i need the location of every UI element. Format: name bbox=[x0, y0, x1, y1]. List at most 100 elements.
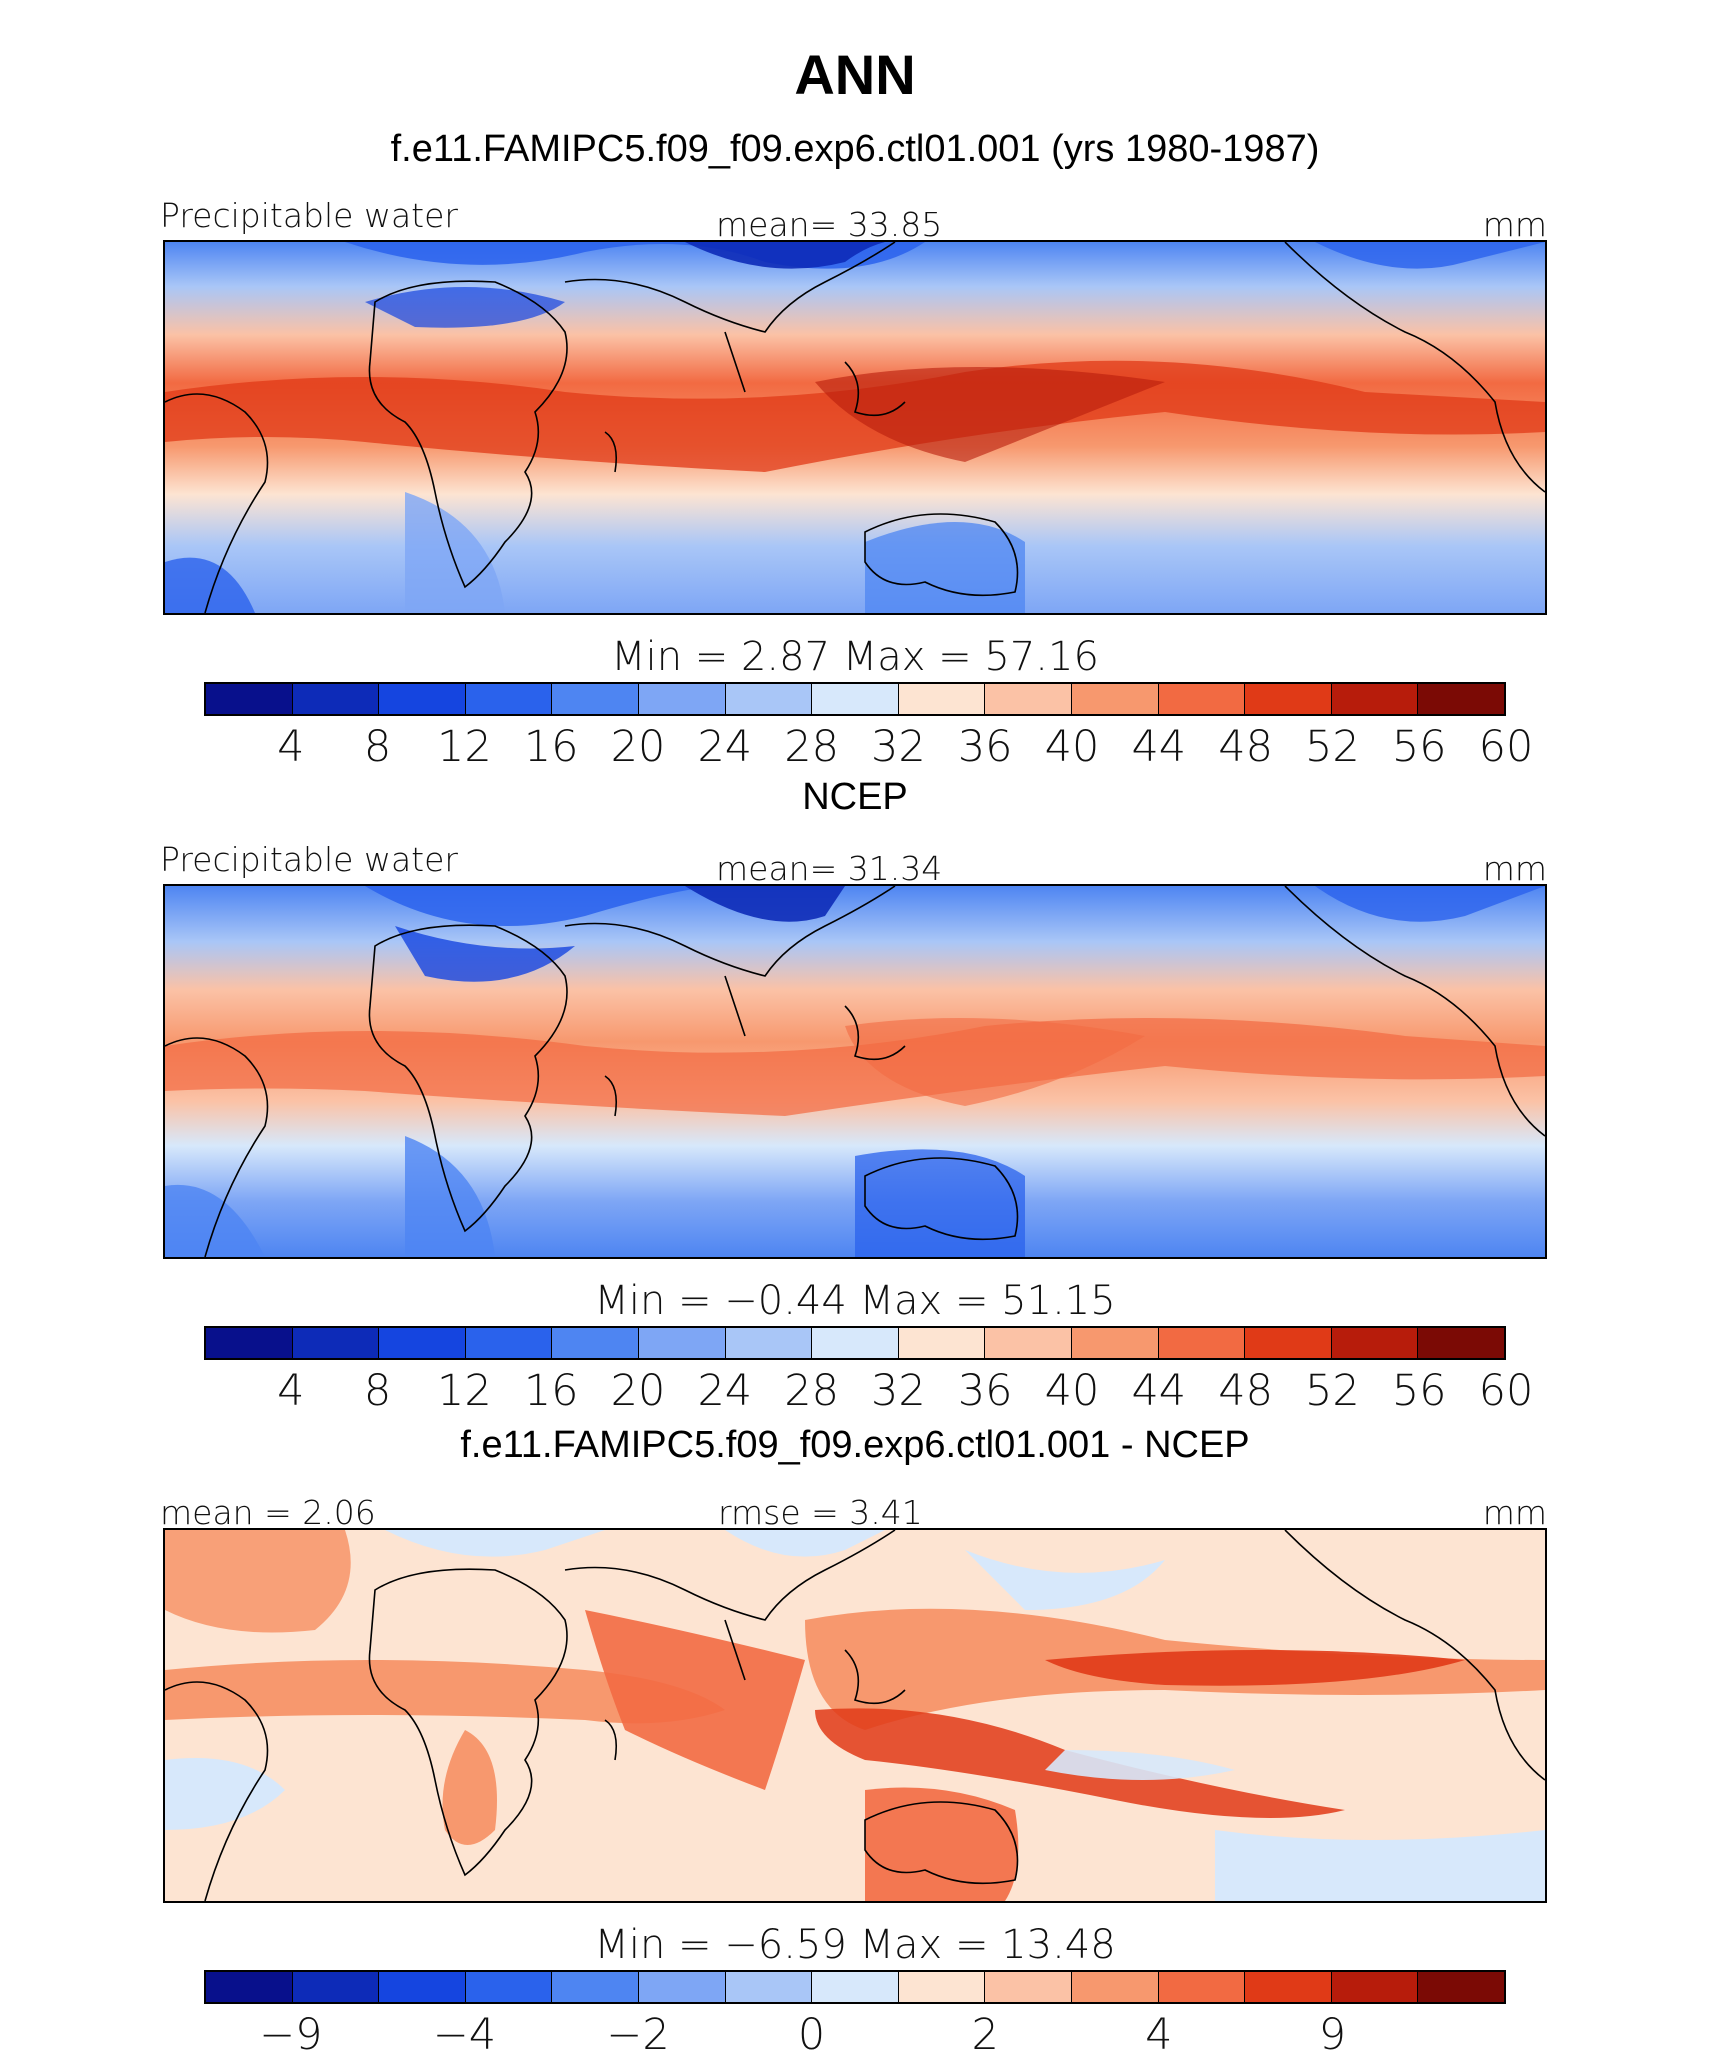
colorbar-cell bbox=[1331, 1328, 1419, 1358]
colorbar-cell bbox=[292, 1328, 380, 1358]
colorbar-tick-label: 20 bbox=[610, 722, 666, 772]
colorbar-cell bbox=[292, 684, 380, 714]
colorbar-tick-label: 0 bbox=[797, 2010, 826, 2060]
colorbar-tick-label: 4 bbox=[1145, 2010, 1173, 2060]
colorbar-tick-label: 12 bbox=[437, 1366, 492, 1416]
panel-2-variable-label: Precipitable water bbox=[160, 840, 458, 879]
colorbar-tick-label: 4 bbox=[277, 722, 305, 772]
panel-2-minmax: Min = −0.44 Max = 51.15 bbox=[594, 1278, 1116, 1324]
panel-1-variable-label: Precipitable water bbox=[160, 196, 458, 235]
panel-1-title: f.e11.FAMIPC5.f09_f09.exp6.ctl01.001 (yr… bbox=[390, 128, 1320, 170]
colorbar-tick-label: −4 bbox=[432, 2010, 497, 2060]
colorbar-cell bbox=[898, 1328, 986, 1358]
colorbar-cell bbox=[638, 1328, 726, 1358]
colorbar-cell bbox=[206, 1972, 293, 2002]
colorbar-cell bbox=[985, 1972, 1072, 2002]
colorbar-tick-label: 8 bbox=[363, 722, 392, 772]
colorbar-cell bbox=[1418, 1972, 1504, 2002]
colorbar-cell bbox=[1245, 1972, 1332, 2002]
colorbar-tick-label: 24 bbox=[697, 1366, 753, 1416]
panel-1-mean-label: mean= 33.85 bbox=[716, 205, 943, 244]
colorbar-cell bbox=[638, 684, 726, 714]
panel-3-rmse-label: rmse = 3.41 bbox=[718, 1493, 923, 1532]
colorbar-cell bbox=[725, 1972, 813, 2002]
colorbar-cell bbox=[1071, 1328, 1159, 1358]
panel-1-map bbox=[163, 240, 1547, 615]
colorbar-tick-label: 52 bbox=[1305, 722, 1360, 772]
colorbar-cell bbox=[725, 684, 813, 714]
colorbar-cell bbox=[1245, 684, 1332, 714]
panel-3-minmax: Min = −6.59 Max = 13.48 bbox=[594, 1922, 1116, 1968]
panel-2-mean-label: mean= 31.34 bbox=[716, 849, 943, 888]
colorbar-tick-label: 24 bbox=[697, 722, 753, 772]
panel-2-title: NCEP bbox=[802, 776, 908, 818]
colorbar-tick-label: 8 bbox=[363, 1366, 392, 1416]
colorbar-tick-label: −9 bbox=[259, 2010, 323, 2060]
panel-3-map bbox=[163, 1528, 1547, 1903]
figure-title: ANN bbox=[794, 43, 916, 106]
colorbar-tick-label: 48 bbox=[1218, 1366, 1273, 1416]
colorbar-cell bbox=[465, 684, 553, 714]
colorbar-cell bbox=[898, 684, 986, 714]
panel-3-map-svg bbox=[165, 1530, 1545, 1901]
colorbar-tick-label: 16 bbox=[523, 1366, 579, 1416]
colorbar-tick-label: 40 bbox=[1044, 722, 1100, 772]
colorbar-cell bbox=[1331, 684, 1419, 714]
colorbar-tick-label: 4 bbox=[277, 1366, 305, 1416]
colorbar-tick-label: 20 bbox=[610, 1366, 666, 1416]
colorbar-cell bbox=[1158, 1972, 1246, 2002]
colorbar-tick-label: 60 bbox=[1478, 722, 1534, 772]
colorbar-cell bbox=[1158, 1328, 1246, 1358]
colorbar-tick-label: 44 bbox=[1131, 722, 1187, 772]
colorbar-tick-label: 56 bbox=[1391, 1366, 1447, 1416]
colorbar-tick-label: 40 bbox=[1044, 1366, 1100, 1416]
colorbar-cell bbox=[206, 684, 293, 714]
panel-2-units-label: mm bbox=[1482, 849, 1547, 888]
panel-2-colorbar bbox=[204, 1326, 1506, 1360]
panel-3-colorbar bbox=[204, 1970, 1506, 2004]
colorbar-tick-label: 44 bbox=[1131, 1366, 1187, 1416]
panel-3-title: f.e11.FAMIPC5.f09_f09.exp6.ctl01.001 - N… bbox=[460, 1424, 1250, 1466]
colorbar-tick-label: 36 bbox=[957, 722, 1013, 772]
colorbar-cell bbox=[1331, 1972, 1419, 2002]
colorbar-tick-label: 16 bbox=[523, 722, 579, 772]
colorbar-cell bbox=[1245, 1328, 1332, 1358]
colorbar-cell bbox=[379, 684, 466, 714]
colorbar-tick-label: 32 bbox=[871, 1366, 926, 1416]
colorbar-tick-label: 28 bbox=[784, 1366, 839, 1416]
colorbar-tick-label: 9 bbox=[1318, 2010, 1347, 2060]
colorbar-cell bbox=[725, 1328, 813, 1358]
colorbar-cell bbox=[292, 1972, 380, 2002]
panel-1-minmax: Min = 2.87 Max = 57.16 bbox=[611, 634, 1099, 680]
colorbar-cell bbox=[552, 684, 639, 714]
colorbar-cell bbox=[552, 1972, 639, 2002]
colorbar-cell bbox=[985, 1328, 1072, 1358]
colorbar-tick-label: 32 bbox=[871, 722, 926, 772]
colorbar-cell bbox=[638, 1972, 726, 2002]
panel-1-colorbar bbox=[204, 682, 1506, 716]
colorbar-tick-label: 48 bbox=[1218, 722, 1273, 772]
colorbar-tick-label: 12 bbox=[437, 722, 492, 772]
colorbar-tick-label: 36 bbox=[957, 1366, 1013, 1416]
colorbar-cell bbox=[812, 1972, 899, 2002]
colorbar-tick-label: 56 bbox=[1391, 722, 1447, 772]
panel-2-map bbox=[163, 884, 1547, 1259]
colorbar-cell bbox=[552, 1328, 639, 1358]
colorbar-cell bbox=[1418, 1328, 1504, 1358]
colorbar-tick-label: 60 bbox=[1478, 1366, 1534, 1416]
colorbar-cell bbox=[985, 684, 1072, 714]
colorbar-cell bbox=[898, 1972, 986, 2002]
colorbar-cell bbox=[465, 1328, 553, 1358]
panel-3-mean-label: mean = 2.06 bbox=[160, 1493, 376, 1532]
colorbar-cell bbox=[812, 684, 899, 714]
colorbar-cell bbox=[379, 1972, 466, 2002]
colorbar-cell bbox=[206, 1328, 293, 1358]
colorbar-cell bbox=[379, 1328, 466, 1358]
panel-2-map-svg bbox=[165, 886, 1545, 1257]
panel-3-units-label: mm bbox=[1482, 1493, 1547, 1532]
colorbar-cell bbox=[1418, 684, 1504, 714]
colorbar-tick-label: 2 bbox=[971, 2010, 999, 2060]
colorbar-cell bbox=[465, 1972, 553, 2002]
colorbar-cell bbox=[812, 1328, 899, 1358]
colorbar-cell bbox=[1071, 1972, 1159, 2002]
